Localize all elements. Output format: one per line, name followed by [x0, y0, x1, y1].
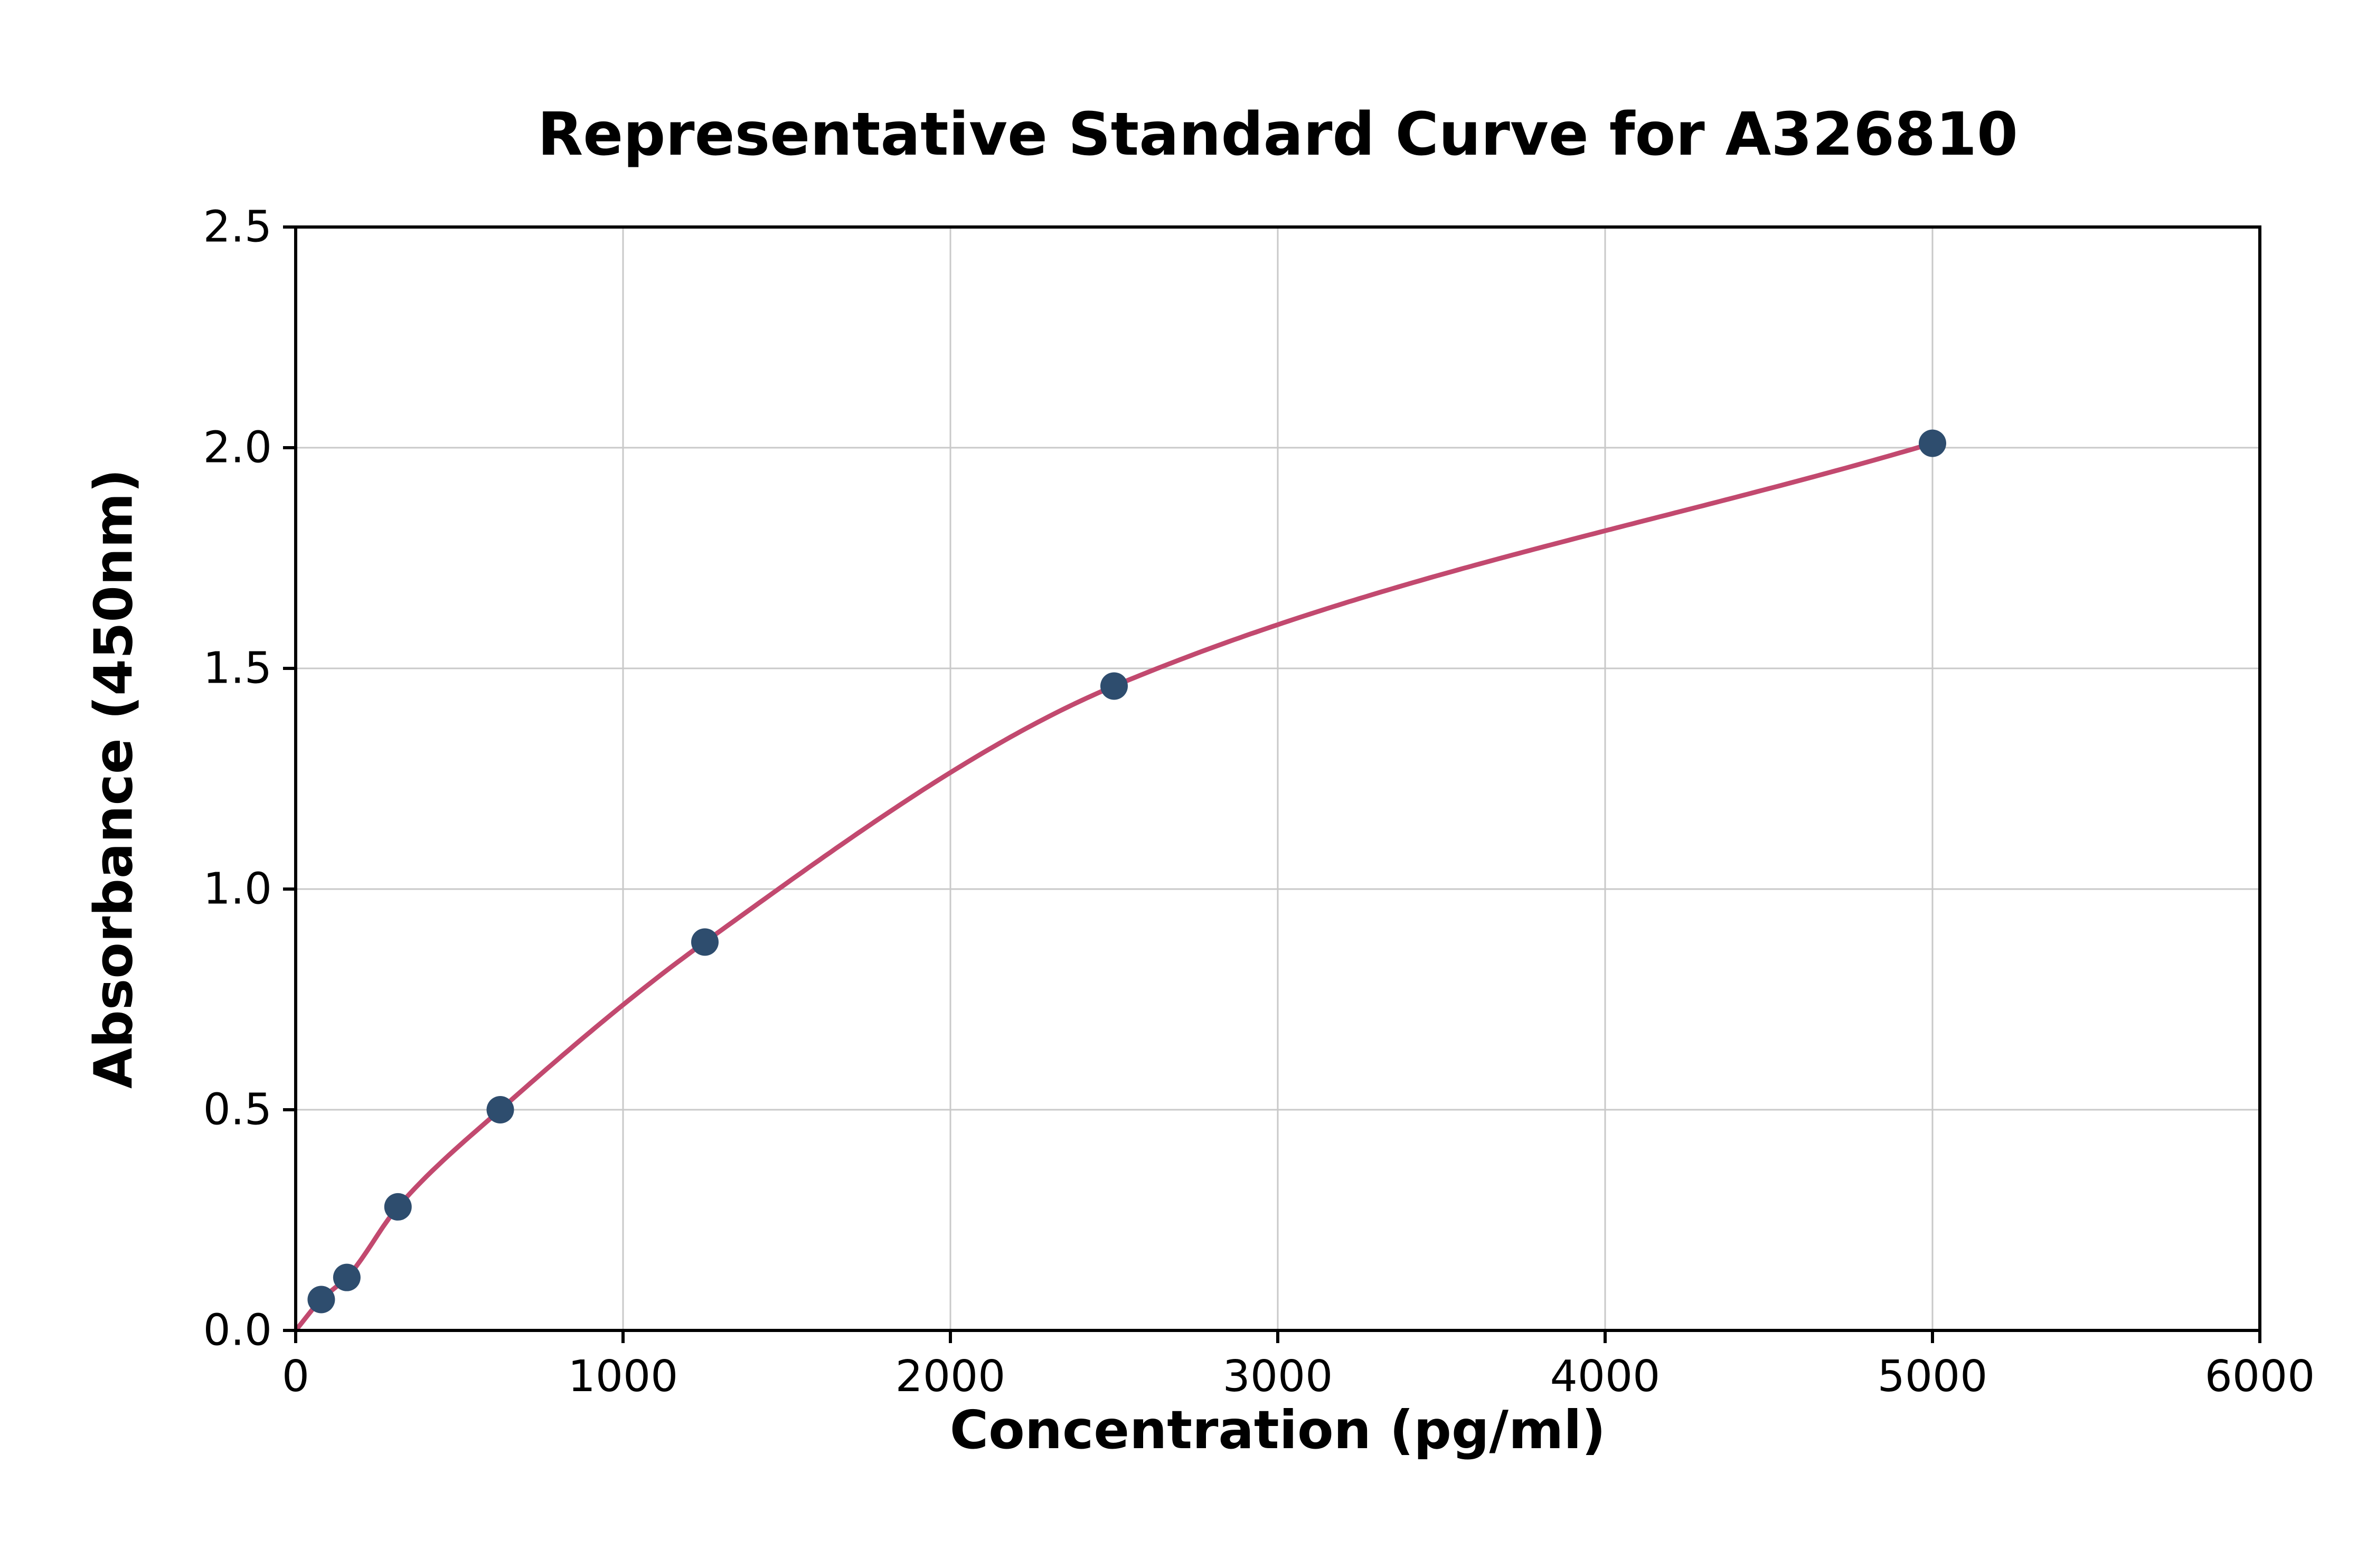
data-point: [307, 1286, 335, 1314]
x-tick-label: 6000: [2205, 1352, 2315, 1402]
y-tick-label: 0.0: [203, 1306, 272, 1356]
data-point: [384, 1193, 412, 1221]
y-tick-label: 2.0: [203, 423, 272, 473]
data-point: [333, 1263, 361, 1291]
data-point: [1100, 672, 1128, 700]
x-axis-label: Concentration (pg/ml): [949, 1399, 1606, 1461]
x-tick-label: 5000: [1878, 1352, 1988, 1402]
x-tick-label: 3000: [1223, 1352, 1333, 1402]
data-point: [691, 928, 719, 956]
y-tick-label: 2.5: [203, 202, 272, 252]
x-tick-label: 0: [282, 1352, 309, 1402]
y-tick-label: 1.5: [203, 644, 272, 694]
data-point: [1919, 429, 1946, 457]
y-tick-label: 1.0: [203, 864, 272, 914]
x-tick-label: 2000: [895, 1352, 1006, 1402]
data-point: [486, 1096, 514, 1123]
x-tick-label: 1000: [568, 1352, 678, 1402]
x-tick-label: 4000: [1550, 1352, 1661, 1402]
chart-title: Representative Standard Curve for A32681…: [538, 100, 2018, 169]
fit-curve: [293, 441, 1935, 1333]
y-tick-label: 0.5: [203, 1085, 272, 1135]
